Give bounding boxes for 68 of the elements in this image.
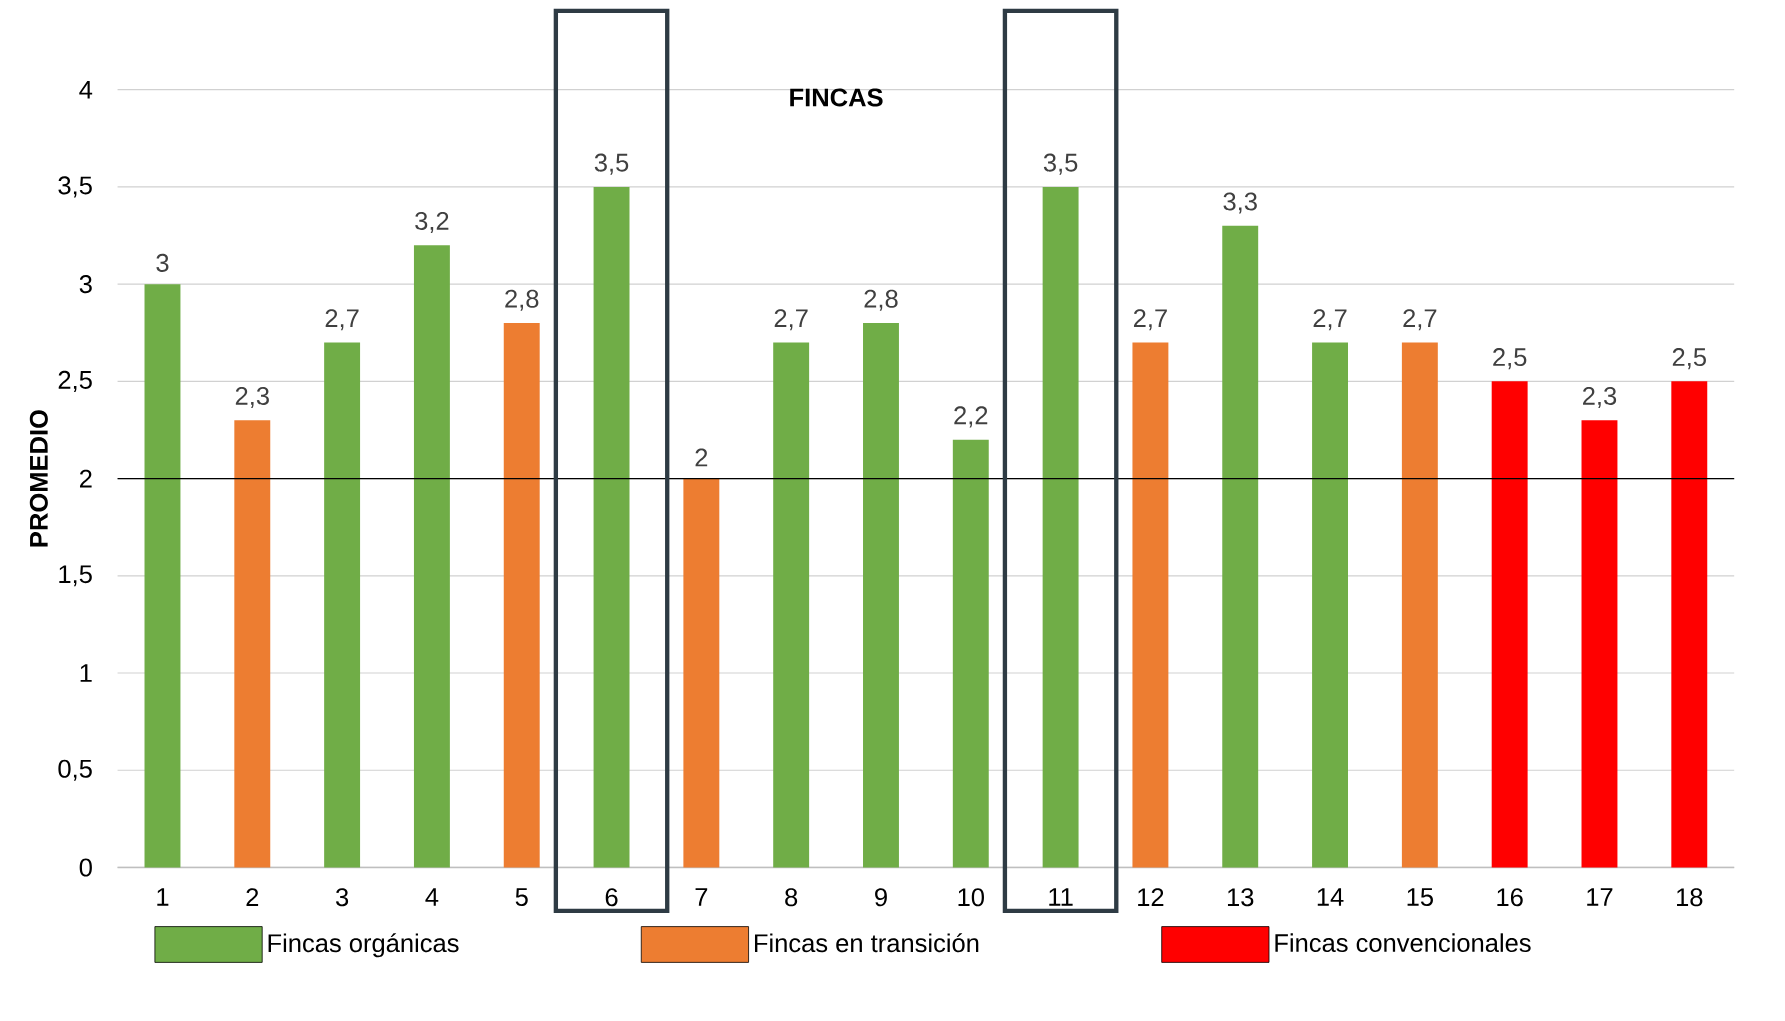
y-tick-label: 2,5 <box>58 370 92 392</box>
x-tick-label: 10 <box>958 888 984 907</box>
x-tick-label: 8 <box>785 888 798 907</box>
x-tick-label: 5 <box>515 888 528 906</box>
x-tick-label: 2 <box>246 888 259 906</box>
y-tick-label: 1,5 <box>59 565 92 587</box>
y-tick-label: 0,5 <box>58 759 92 781</box>
bar <box>593 186 630 868</box>
data-label: 2,8 <box>864 289 898 311</box>
data-label: 2,7 <box>1133 309 1167 331</box>
y-tick-label: 4 <box>79 80 93 99</box>
bar <box>773 342 810 868</box>
x-tick-label: 11 <box>1049 888 1073 906</box>
x-tick-label: 6 <box>605 888 618 907</box>
bar <box>863 322 899 868</box>
data-label: 2,7 <box>1313 309 1347 331</box>
x-tick-label: 9 <box>875 888 887 907</box>
bar <box>1042 186 1079 868</box>
x-tick-label: 1 <box>157 888 169 906</box>
data-label: 2,8 <box>505 289 539 311</box>
bar <box>503 322 540 868</box>
x-tick-label: 14 <box>1317 888 1344 906</box>
bar <box>1581 420 1618 868</box>
x-tick-label: 16 <box>1497 888 1523 907</box>
data-label: 3,2 <box>415 211 449 233</box>
x-tick-label: 12 <box>1138 888 1164 906</box>
data-label: 2,5 <box>1493 347 1527 370</box>
chart-title: FINCAS <box>790 88 883 107</box>
x-tick-label: 17 <box>1587 888 1613 906</box>
y-axis-title: PROMEDIO <box>29 410 48 547</box>
bar <box>1671 381 1708 868</box>
x-tick-label: 13 <box>1227 888 1254 907</box>
data-label: 2 <box>695 448 708 467</box>
bar <box>234 420 271 868</box>
data-label: 2,3 <box>235 386 269 408</box>
data-label: 3,3 <box>1223 192 1257 214</box>
x-tick-label: 3 <box>335 888 349 907</box>
x-tick-label: 18 <box>1677 888 1703 907</box>
data-label: 3 <box>156 253 169 272</box>
data-label: 2,3 <box>1583 386 1617 408</box>
legend-label: Fincas orgánicas <box>268 933 459 958</box>
data-label: 3,5 <box>594 153 629 175</box>
data-label: 2,7 <box>774 309 808 331</box>
data-label: 2,7 <box>325 309 359 331</box>
bar <box>1491 381 1528 868</box>
data-label: 2,2 <box>954 406 988 428</box>
y-tick-label: 1 <box>80 664 92 682</box>
bar <box>413 245 450 868</box>
x-tick-label: 7 <box>695 888 708 906</box>
x-tick-label: 4 <box>425 888 439 906</box>
bar <box>324 342 361 868</box>
y-tick-label: 3,5 <box>58 176 92 198</box>
data-label: 2,5 <box>1672 347 1706 370</box>
y-tick-label: 0 <box>79 858 92 877</box>
bar <box>1401 342 1438 868</box>
legend-label: Fincas en transición <box>754 933 979 953</box>
data-label: 2,7 <box>1403 309 1437 331</box>
bar <box>1312 342 1348 868</box>
legend-label: Fincas convencionales <box>1275 933 1531 952</box>
x-tick-label: 15 <box>1407 888 1433 906</box>
bar <box>144 284 181 868</box>
bar <box>683 478 720 868</box>
y-tick-label: 3 <box>79 274 92 294</box>
bar <box>952 439 989 868</box>
bar <box>1222 225 1259 868</box>
bar <box>1132 342 1169 868</box>
data-label: 3,5 <box>1043 153 1078 175</box>
y-tick-label: 2 <box>79 469 92 488</box>
